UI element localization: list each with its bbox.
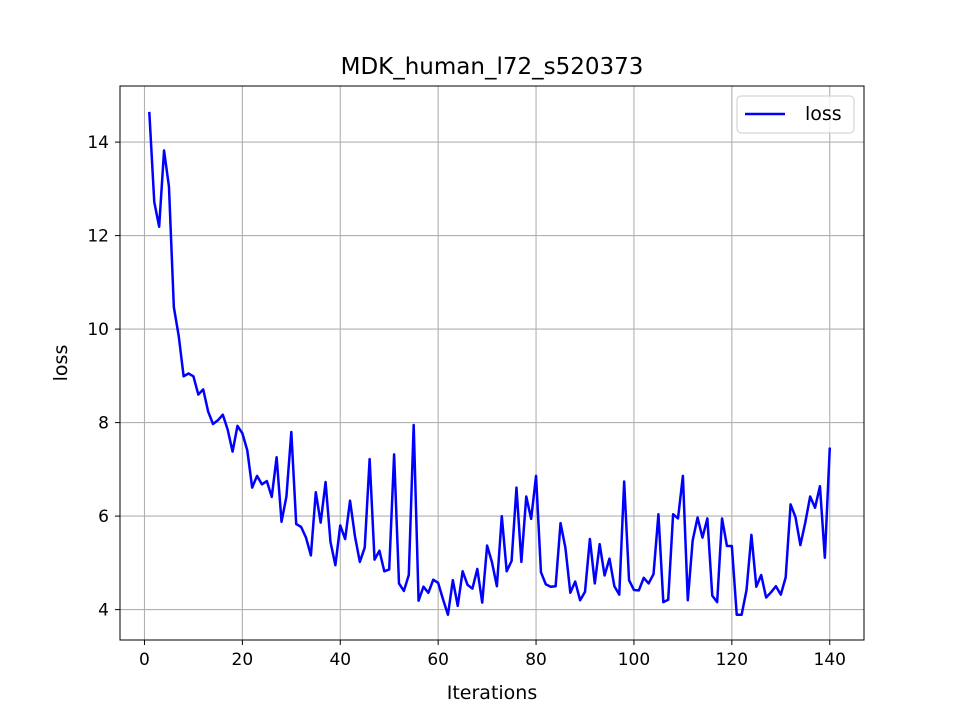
x-tick-label: 120 [716, 650, 748, 670]
x-tick-label: 140 [814, 650, 846, 670]
x-tick-label: 0 [139, 650, 150, 670]
grid-lines [120, 86, 864, 640]
x-tick-label: 100 [618, 650, 650, 670]
x-tick-label: 20 [232, 650, 254, 670]
x-tick-label: 40 [329, 650, 351, 670]
x-tick-label: 60 [427, 650, 449, 670]
y-tick-label: 6 [98, 507, 109, 527]
y-axis-ticks: 4 6 8 10 12 14 [87, 133, 120, 621]
x-axis-label: Iterations [447, 682, 538, 704]
legend: loss [736, 95, 855, 134]
series-layer [148, 111, 832, 616]
legend-label-loss: loss [805, 103, 842, 125]
y-axis-label: loss [50, 345, 72, 382]
y-tick-label: 14 [87, 133, 109, 153]
y-tick-label: 12 [87, 227, 109, 247]
legend-box [736, 95, 855, 134]
x-axis-ticks: 0 20 40 60 80 100 120 140 [139, 640, 846, 670]
chart-title: MDK_human_l72_s520373 [341, 54, 644, 80]
y-tick-label: 4 [98, 601, 109, 621]
y-tick-label: 10 [87, 320, 109, 340]
y-tick-label: 8 [98, 414, 109, 434]
x-tick-label: 80 [525, 650, 547, 670]
plot-frame [119, 85, 865, 641]
series-line-loss [148, 111, 832, 616]
